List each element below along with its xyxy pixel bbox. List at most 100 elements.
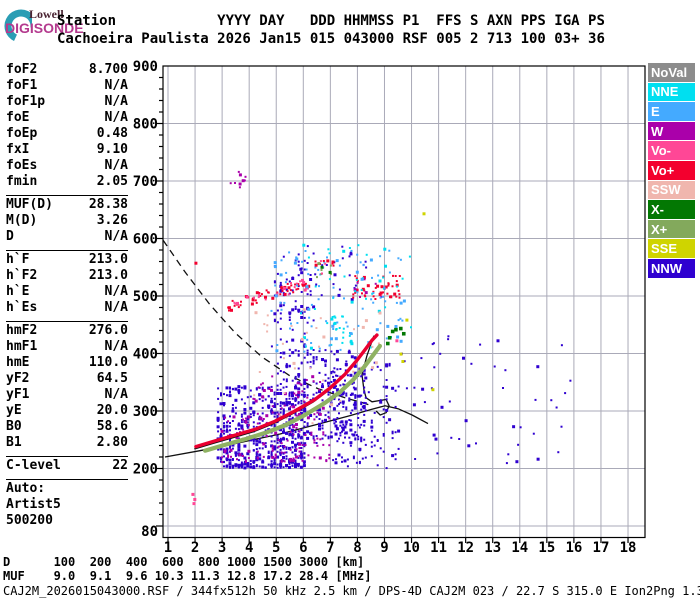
param-divider: [6, 190, 128, 196]
param-divider: [6, 316, 128, 322]
svg-text:11: 11: [430, 540, 447, 556]
param-value: 9.10: [96, 142, 128, 157]
svg-text:700: 700: [133, 174, 158, 190]
param-label: foEs: [6, 158, 38, 173]
svg-text:800: 800: [133, 117, 158, 133]
param-value: 2.80: [96, 435, 128, 450]
svg-text:15: 15: [538, 540, 555, 556]
legend-item-sse: SSE: [648, 239, 695, 258]
svg-text:1: 1: [164, 540, 172, 556]
muf-table-muf-row: MUF 9.0 9.1 9.6 10.3 11.3 12.8 17.2 28.4…: [3, 569, 372, 583]
legend-label: SSW: [651, 182, 681, 198]
param-row: foF1 N/A: [6, 78, 128, 94]
param-value: 213.0: [88, 268, 128, 283]
param-value: 3.26: [96, 213, 128, 228]
axes-frame: [156, 65, 646, 543]
legend-label: E: [651, 103, 660, 119]
logo-lowell-text: Lowell: [29, 7, 64, 21]
param-label: yE: [6, 403, 22, 418]
param-row: M(D) 3.26: [6, 213, 128, 229]
svg-text:7: 7: [326, 540, 334, 556]
grid-layer: [163, 66, 645, 538]
param-label: foF2: [6, 62, 38, 77]
digisonde-logo: Lowell DIGISONDE: [2, 6, 112, 46]
param-label: yF2: [6, 371, 30, 386]
param-row: h`E N/A: [6, 284, 128, 300]
legend-label: Vo-: [651, 143, 671, 159]
param-value: 2.05: [96, 174, 128, 189]
header-station-values: Cachoeira Paulista 2026 Jan15 015 043000…: [57, 31, 605, 47]
param-value: 28.38: [88, 197, 128, 212]
param-row: foF1p N/A: [6, 94, 128, 110]
param-row: 500200: [6, 513, 128, 529]
param-value: N/A: [104, 300, 128, 315]
param-value: N/A: [104, 339, 128, 354]
param-value: N/A: [104, 110, 128, 125]
param-label: fxI: [6, 142, 30, 157]
param-label: MUF(D): [6, 197, 53, 212]
logo-digisonde-text: DIGISONDE: [5, 20, 84, 36]
param-label: h`E: [6, 284, 30, 299]
param-row: yF2 64.5: [6, 371, 128, 387]
svg-text:13: 13: [484, 540, 501, 556]
svg-text:2: 2: [191, 540, 199, 556]
param-value: 213.0: [88, 252, 128, 267]
param-value: N/A: [104, 158, 128, 173]
param-label: hmF1: [6, 339, 38, 354]
legend-label: SSE: [651, 241, 678, 257]
legend-item-vo: Vo+: [648, 160, 695, 180]
muf-transmission-curve: [162, 239, 373, 407]
legend-label: Vo+: [651, 162, 675, 178]
svg-text:12: 12: [457, 540, 474, 556]
x-trace: [203, 343, 382, 453]
svg-text:16: 16: [565, 540, 582, 556]
param-row: foEp 0.48: [6, 126, 128, 142]
param-row: B1 2.80: [6, 435, 128, 451]
param-value: 22: [112, 458, 128, 473]
param-row: foEs N/A: [6, 158, 128, 174]
svg-text:6: 6: [299, 540, 307, 556]
legend-label: NoVal: [651, 64, 688, 80]
svg-text:500: 500: [133, 289, 158, 305]
svg-text:4: 4: [245, 540, 253, 556]
legend-label: X+: [651, 221, 668, 237]
param-row: Auto:: [6, 481, 128, 497]
legend-item-nnw: NNW: [648, 258, 695, 278]
param-row: foF2 8.700: [6, 62, 128, 78]
svg-text:200: 200: [133, 462, 158, 478]
svg-text:600: 600: [133, 232, 158, 248]
param-row: yE 20.0: [6, 403, 128, 419]
param-row: D N/A: [6, 229, 128, 245]
legend-item-e: E: [648, 102, 695, 121]
param-row: MUF(D) 28.38: [6, 197, 128, 213]
param-label: foF1: [6, 78, 38, 93]
header-column-labels: Station YYYY DAY DDD HHMMSS P1 FFS S AXN…: [57, 13, 605, 29]
svg-text:9: 9: [380, 540, 388, 556]
svg-text:17: 17: [593, 540, 610, 556]
svg-text:80: 80: [141, 524, 158, 540]
param-value: N/A: [104, 78, 128, 93]
legend-label: X-: [651, 201, 664, 217]
legend-item-nne: NNE: [648, 82, 695, 102]
param-row: hmE 110.0: [6, 355, 128, 371]
param-value: 276.0: [88, 323, 128, 338]
legend-item-x: X+: [648, 219, 695, 239]
legend-label: NNE: [651, 84, 679, 100]
param-label: D: [6, 229, 14, 244]
param-label: yF1: [6, 387, 30, 402]
param-row: C-level 22: [6, 458, 128, 474]
param-label: B1: [6, 435, 22, 450]
param-label: h`F2: [6, 268, 38, 283]
svg-text:300: 300: [133, 404, 158, 420]
param-row: hmF1 N/A: [6, 339, 128, 355]
param-label: foE: [6, 110, 30, 125]
param-row: h`F 213.0: [6, 252, 128, 268]
param-row: yF1 N/A: [6, 387, 128, 403]
o-trace: [194, 333, 379, 449]
param-label: h`F: [6, 252, 30, 267]
param-value: N/A: [104, 229, 128, 244]
legend-item-vo: Vo-: [648, 141, 695, 160]
muf-table-distance-row: D 100 200 400 600 800 1000 1500 3000 [km…: [3, 555, 365, 569]
param-row: h`Es N/A: [6, 300, 128, 316]
